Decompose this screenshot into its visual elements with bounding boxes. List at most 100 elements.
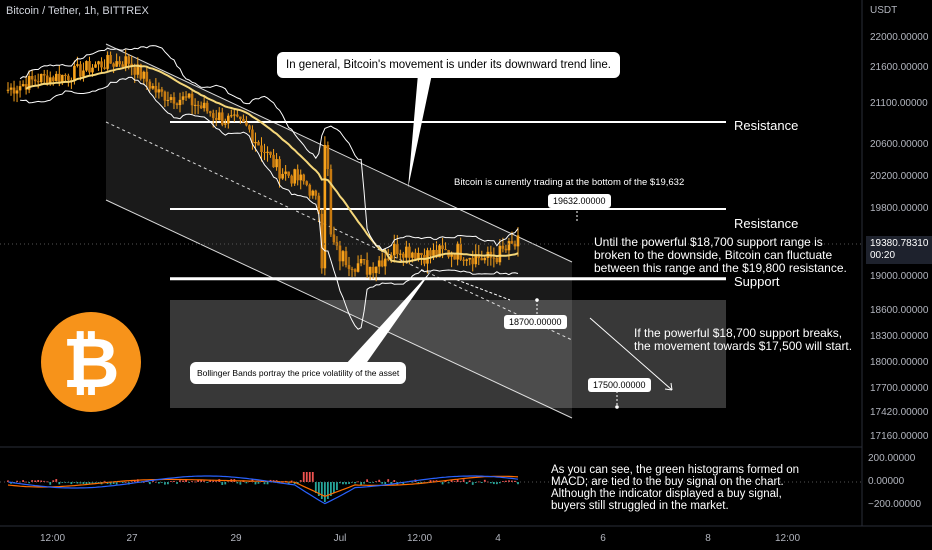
time-tick-label: 27	[126, 533, 138, 544]
macd-histogram-bar	[348, 482, 350, 484]
macd-histogram-bar	[167, 482, 169, 485]
candle-body	[408, 246, 411, 258]
macd-histogram-bar	[441, 482, 444, 485]
time-tick-label: 12:00	[407, 533, 433, 544]
candle-body	[157, 89, 161, 93]
channel-upper-line	[105, 43, 573, 263]
macd-histogram-bar	[200, 479, 203, 482]
tag-18700: 18700.00000	[504, 315, 567, 329]
candle-body	[208, 111, 212, 114]
candle-body	[42, 73, 46, 76]
candle-body	[269, 151, 272, 155]
macd-histogram-bar	[88, 482, 91, 484]
bollinger-callout-pointer	[345, 270, 432, 365]
macd-histogram-bar	[429, 480, 432, 482]
candle-body	[172, 97, 176, 104]
macd-histogram-bar	[326, 482, 329, 499]
macd-note-line: MACD; are tied to the buy signal on the …	[551, 476, 784, 488]
candle-body	[30, 75, 34, 80]
candle-body	[121, 64, 124, 67]
macd-histogram-bar	[378, 479, 381, 482]
price-tick-label: 20600.00000	[870, 139, 929, 150]
candle-body	[272, 154, 275, 168]
macd-histogram-bar	[480, 482, 483, 483]
candle-body	[242, 118, 245, 123]
candle-body	[181, 96, 185, 100]
macd-histogram-bar	[495, 482, 498, 485]
macd-histogram-bar	[91, 482, 94, 484]
bitcoin-logo-icon	[41, 312, 141, 412]
macd-histogram-bar	[236, 482, 239, 484]
forecast-arrow-line	[589, 317, 673, 391]
candle-body	[414, 252, 417, 260]
macd-histogram-bar	[393, 480, 396, 482]
macd-histogram-bar	[320, 482, 323, 499]
macd-histogram-bar	[505, 480, 507, 482]
candle-body	[199, 105, 203, 109]
macd-histogram-bar	[103, 480, 106, 482]
candle-body	[236, 114, 239, 117]
candle-body	[380, 260, 384, 267]
candle-body	[308, 184, 312, 196]
candle-body	[293, 169, 296, 184]
macd-histogram-bar	[245, 482, 248, 484]
candle-body	[48, 77, 52, 85]
macd-signal-line	[7, 475, 519, 497]
resistance-mid-label: Resistance	[734, 216, 799, 231]
macd-histogram-bar	[308, 472, 311, 482]
forecast-arrow-head	[664, 382, 673, 391]
macd-histogram-bar	[58, 482, 61, 485]
candle-body	[317, 195, 321, 214]
macd-histogram-bar	[489, 482, 492, 484]
tag-17500: 17500.00000	[588, 378, 651, 392]
macd-histogram-bar	[369, 482, 372, 483]
macd-histogram-bar	[16, 480, 18, 482]
time-tick-label: 8	[705, 533, 711, 544]
macd-histogram-bar	[209, 479, 212, 482]
candle-body	[115, 61, 118, 67]
candle-body	[516, 235, 520, 247]
candle-body	[254, 141, 257, 144]
candle-body	[471, 258, 475, 265]
candle-body	[417, 252, 420, 260]
macd-histogram-bar	[354, 482, 356, 484]
macd-histogram-bar	[73, 482, 76, 483]
candle-body	[193, 104, 197, 106]
macd-histogram-bar	[124, 481, 127, 483]
price-tick-label: 18000.00000	[870, 357, 929, 368]
candle-body	[453, 254, 456, 260]
candle-body	[85, 61, 88, 71]
candle-body	[223, 123, 227, 125]
candle-body	[320, 213, 324, 269]
candle-body	[402, 253, 405, 258]
macd-histogram-bar	[49, 482, 52, 485]
macd-histogram-bar	[185, 479, 187, 482]
macd-histogram-bar	[97, 482, 100, 483]
candle-body	[284, 171, 287, 174]
bar-countdown: 00:20	[870, 250, 896, 261]
resistance-top-label: Resistance	[734, 118, 799, 133]
candle-body	[230, 115, 233, 117]
macd-histogram-bar	[511, 480, 513, 482]
candle-body	[507, 241, 511, 251]
time-tick-label: 12:00	[775, 533, 801, 544]
macd-histogram-bar	[444, 480, 447, 482]
tag-19632: 19632.00000	[548, 194, 611, 208]
time-tick-label: 6	[600, 533, 606, 544]
candle-body	[109, 55, 112, 64]
candle-body	[311, 190, 315, 196]
candle-body	[338, 245, 342, 262]
macd-histogram-bar	[384, 482, 387, 485]
candle-body	[21, 84, 25, 87]
macd-histogram-bar	[157, 482, 160, 484]
candle-body	[438, 245, 441, 258]
candle-body	[474, 254, 478, 265]
macd-histogram-bar	[483, 479, 486, 482]
macd-histogram-bar	[161, 482, 163, 483]
macd-histogram-bar	[221, 482, 224, 485]
macd-histogram-bar	[79, 482, 82, 484]
candle-body	[483, 257, 487, 261]
current-price-tag: 19380.78310 00:20	[866, 236, 932, 264]
candle-body	[429, 250, 432, 256]
